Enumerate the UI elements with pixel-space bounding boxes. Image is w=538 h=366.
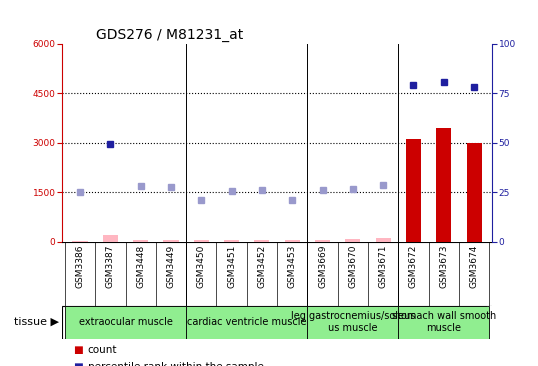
Text: GSM3671: GSM3671: [379, 245, 388, 288]
Bar: [133, 240, 148, 242]
Bar: [65, 306, 186, 339]
Text: GDS276 / M81231_at: GDS276 / M81231_at: [96, 27, 244, 41]
Text: GSM3669: GSM3669: [318, 245, 327, 288]
Text: GSM3452: GSM3452: [257, 245, 266, 288]
Text: GSM3451: GSM3451: [227, 245, 236, 288]
Bar: [406, 139, 421, 242]
Bar: [285, 240, 300, 242]
Text: cardiac ventricle muscle: cardiac ventricle muscle: [187, 317, 307, 327]
Bar: [376, 238, 391, 242]
Text: GSM3670: GSM3670: [348, 245, 357, 288]
Bar: [186, 306, 307, 339]
Text: ■: ■: [73, 344, 82, 355]
Bar: [398, 306, 489, 339]
Text: leg gastrocnemius/soleus
us muscle: leg gastrocnemius/soleus us muscle: [291, 311, 415, 333]
Bar: [254, 240, 270, 242]
Text: GSM3387: GSM3387: [106, 245, 115, 288]
Bar: [194, 240, 209, 242]
Bar: [164, 240, 179, 242]
Bar: [345, 239, 360, 242]
Text: tissue ▶: tissue ▶: [14, 317, 59, 327]
Bar: [307, 306, 398, 339]
Text: percentile rank within the sample: percentile rank within the sample: [88, 362, 264, 366]
Bar: [466, 143, 482, 242]
Text: GSM3449: GSM3449: [166, 245, 175, 288]
Bar: [224, 240, 239, 242]
Text: GSM3450: GSM3450: [197, 245, 206, 288]
Text: GSM3448: GSM3448: [136, 245, 145, 288]
Text: ■: ■: [73, 362, 82, 366]
Text: extraocular muscle: extraocular muscle: [79, 317, 173, 327]
Text: GSM3453: GSM3453: [288, 245, 297, 288]
Bar: [436, 128, 451, 242]
Text: GSM3674: GSM3674: [470, 245, 479, 288]
Text: GSM3386: GSM3386: [75, 245, 84, 288]
Bar: [315, 240, 330, 242]
Text: GSM3672: GSM3672: [409, 245, 418, 288]
Text: stomach wall smooth
muscle: stomach wall smooth muscle: [392, 311, 496, 333]
Bar: [73, 240, 88, 242]
Text: GSM3673: GSM3673: [439, 245, 448, 288]
Text: count: count: [88, 344, 117, 355]
Bar: [103, 235, 118, 242]
